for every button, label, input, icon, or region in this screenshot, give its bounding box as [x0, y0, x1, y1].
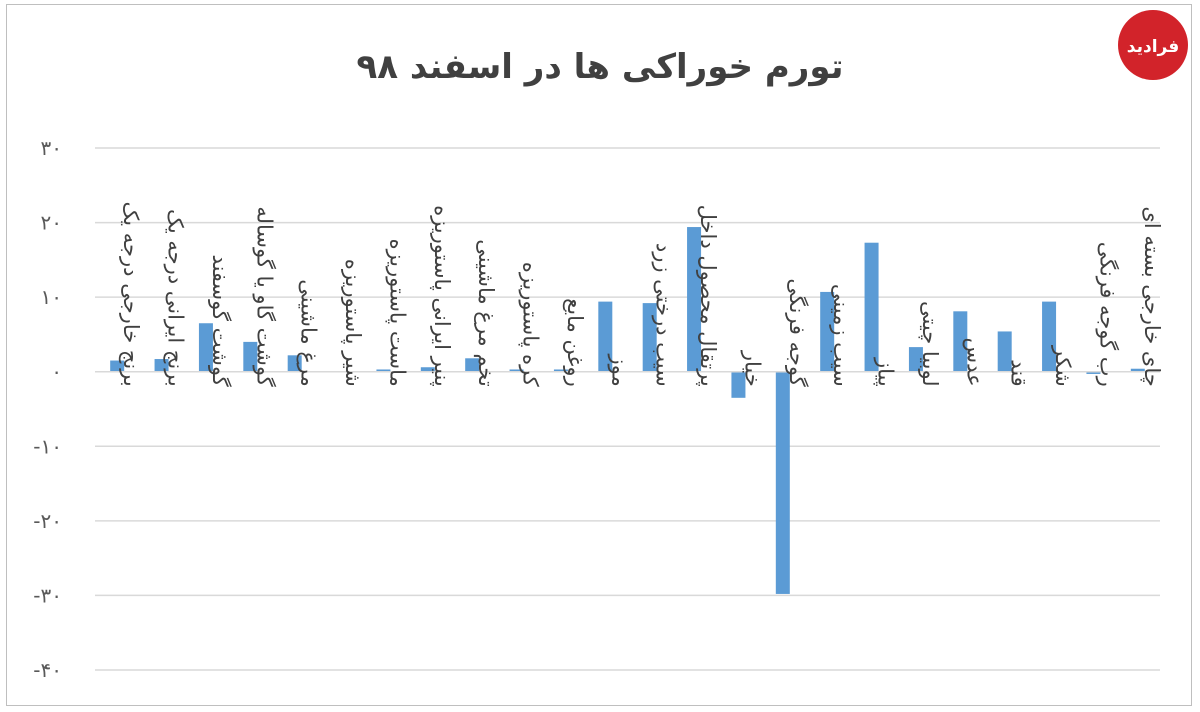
bar	[243, 341, 258, 372]
category-label: شیر پاستوریزه	[341, 259, 365, 387]
chart-title: تورم خوراکی ها در اسفند ۹۸	[357, 47, 844, 87]
bar	[465, 358, 480, 372]
logo-circle	[1118, 10, 1188, 80]
y-tick-label: ۰	[51, 360, 62, 384]
category-label: سیب درختی زرد	[652, 243, 676, 387]
y-tick-label: ۳۰	[41, 136, 62, 160]
category-label: پرتقال محصول داخل	[696, 205, 720, 387]
bar	[553, 369, 568, 372]
logo-text: فرادید	[1127, 37, 1179, 57]
bar	[642, 303, 657, 372]
bars	[110, 227, 1145, 594]
y-tick-label: ۱۰	[41, 285, 62, 309]
category-label: برنج خارجی درجه یک	[119, 201, 143, 386]
bar	[420, 367, 435, 372]
bar	[509, 369, 524, 372]
category-label: تخم مرغ ماشینی	[473, 239, 498, 387]
faradid-logo: فرادید	[1118, 10, 1188, 80]
category-label: شکر	[1051, 345, 1075, 387]
y-tick-label: -۲۰	[33, 509, 62, 533]
bar	[953, 311, 968, 372]
category-label: گوشت گوسفند	[208, 255, 232, 387]
bar	[864, 242, 879, 372]
category-label: سیب زمینی	[829, 284, 853, 387]
bar	[687, 227, 702, 372]
bar	[731, 371, 746, 398]
chart-frame	[6, 4, 1192, 706]
bar	[1086, 371, 1101, 374]
category-label: موز	[607, 353, 631, 386]
category-label: گوجه فرنگی	[785, 278, 809, 386]
y-tick-label: -۴۰	[33, 658, 62, 682]
category-label: مرغ ماشینی	[297, 279, 321, 386]
category-label: پنیر ایرانی پاستوریزه	[430, 205, 454, 387]
bar	[908, 347, 923, 372]
category-labels: برنج خارجی درجه یک برنج ایرانی درجه یک گوش…	[119, 201, 1164, 386]
bar	[376, 369, 391, 372]
category-label: عدس	[962, 338, 986, 387]
bar	[775, 371, 790, 594]
category-label: پیاز	[874, 357, 898, 387]
bar	[1042, 301, 1057, 372]
category-label: کره پاستوریزه	[519, 262, 543, 387]
bar	[997, 331, 1012, 372]
category-label: برنج ایرانی درجه یک	[164, 209, 188, 387]
category-label: لوبیا چیتی	[918, 301, 942, 387]
category-label: خیار	[740, 350, 764, 387]
category-label: رب گوجه فرنگی	[1095, 242, 1119, 387]
y-tick-label: ۲۰	[41, 211, 62, 235]
bar	[1130, 368, 1145, 372]
y-tick-label: -۳۰	[33, 583, 62, 607]
bar	[110, 360, 125, 372]
y-tick-label: -۱۰	[33, 434, 62, 458]
category-label: چای خارجی بسته ای	[1140, 206, 1164, 386]
bar	[287, 355, 302, 372]
category-label: ماست پاستوریزه	[385, 239, 409, 387]
bar	[198, 323, 213, 372]
category-label: گوشت گاو یا گوساله	[252, 206, 276, 386]
y-tick-labels: ۳۰ ۲۰ ۱۰ ۰ -۱۰ -۲۰ -۳۰ -۴۰	[33, 136, 62, 682]
bar	[598, 301, 613, 372]
category-label: روغن مایع	[563, 298, 587, 387]
bar	[154, 359, 169, 372]
bar	[820, 291, 835, 372]
category-label: قند	[1007, 359, 1031, 386]
